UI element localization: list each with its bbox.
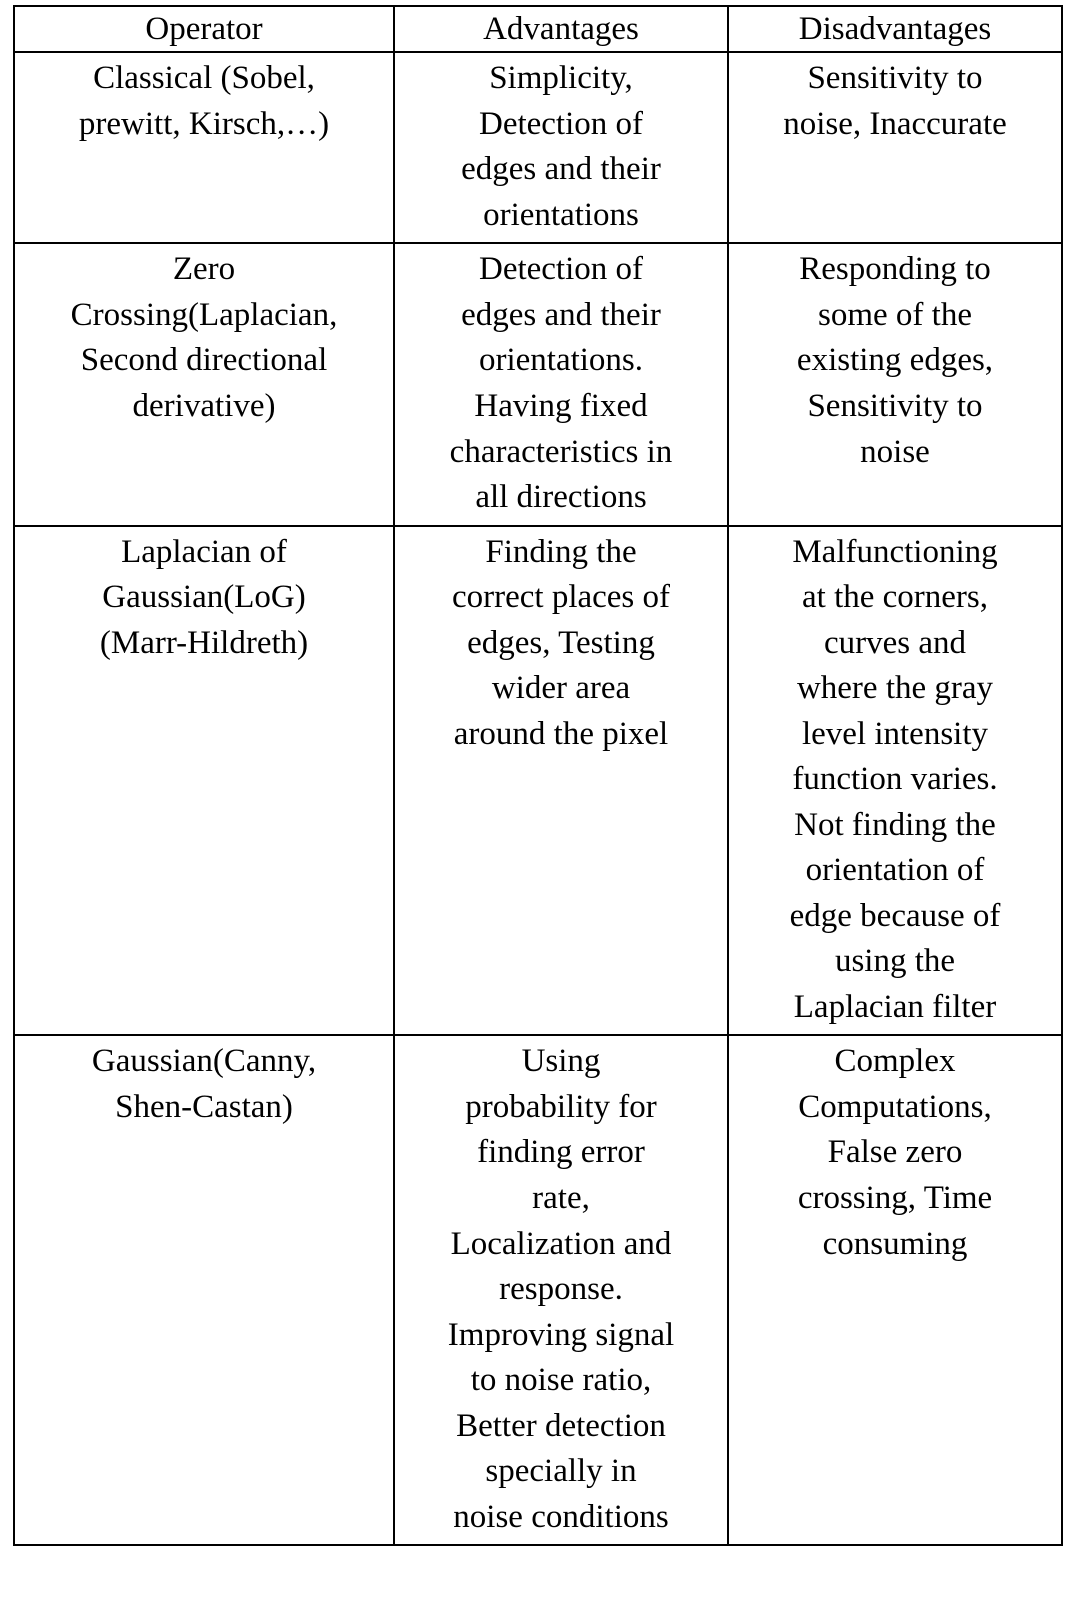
cell-advantages: Detection of edges and their orientation… [393, 242, 729, 527]
table-body: Classical (Sobel, prewitt, Kirsch,…) Sim… [13, 51, 1063, 1547]
edge-detection-operators-table: Operator Advantages Disadvantages Classi… [13, 4, 1063, 1547]
table-header-row: Operator Advantages Disadvantages [13, 4, 1063, 54]
cell-advantages: Finding the correct places of edges, Tes… [393, 524, 729, 1037]
cell-advantages: Using probability for finding error rate… [393, 1034, 729, 1547]
column-header-disadvantages: Disadvantages [727, 4, 1063, 54]
cell-advantages: Simplicity, Detection of edges and their… [393, 51, 729, 245]
cell-disadvantages: Sensitivity to noise, Inaccurate [727, 51, 1063, 245]
column-header-advantages: Advantages [393, 4, 729, 54]
cell-operator: Gaussian(Canny, Shen-Castan) [13, 1034, 395, 1547]
cell-disadvantages: Malfunctioning at the corners, curves an… [727, 524, 1063, 1037]
column-header-operator: Operator [13, 4, 395, 54]
cell-operator: Zero Crossing(Laplacian, Second directio… [13, 242, 395, 527]
table-row: Gaussian(Canny, Shen-Castan) Using proba… [13, 1034, 1063, 1547]
cell-operator: Laplacian of Gaussian(LoG) (Marr-Hildret… [13, 524, 395, 1037]
table-row: Classical (Sobel, prewitt, Kirsch,…) Sim… [13, 51, 1063, 245]
cell-disadvantages: Complex Computations, False zero crossin… [727, 1034, 1063, 1547]
table-row: Zero Crossing(Laplacian, Second directio… [13, 242, 1063, 527]
table-row: Laplacian of Gaussian(LoG) (Marr-Hildret… [13, 524, 1063, 1037]
cell-disadvantages: Responding to some of the existing edges… [727, 242, 1063, 527]
cell-operator: Classical (Sobel, prewitt, Kirsch,…) [13, 51, 395, 245]
table-header: Operator Advantages Disadvantages [13, 4, 1063, 54]
